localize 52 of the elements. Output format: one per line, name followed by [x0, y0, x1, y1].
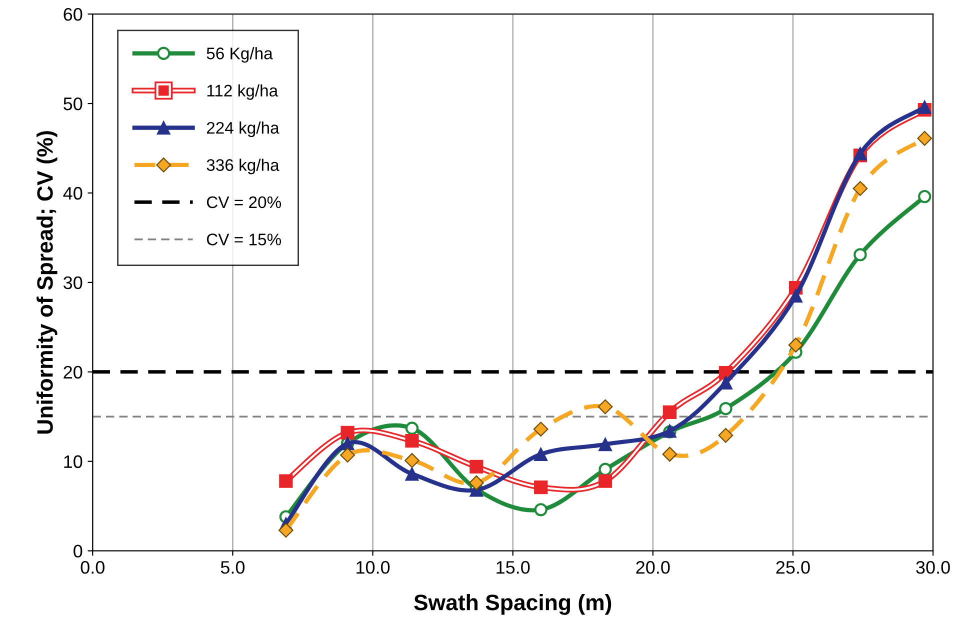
point	[598, 462, 612, 476]
legend-label: CV = 15%	[206, 234, 282, 246]
point	[917, 130, 932, 146]
point	[788, 338, 804, 352]
point	[598, 399, 613, 414]
point	[340, 426, 354, 440]
point	[468, 475, 484, 490]
point	[405, 434, 419, 448]
point	[404, 453, 420, 468]
y-tick-label: 50	[64, 97, 82, 110]
point	[405, 422, 419, 435]
y-tick-label: 60	[64, 8, 82, 21]
point	[854, 248, 867, 262]
point	[852, 181, 868, 196]
y-tick-label: 10	[64, 455, 82, 468]
point	[918, 100, 932, 114]
point	[788, 289, 803, 303]
x-tick-label: 20.0	[636, 561, 670, 574]
point	[534, 480, 548, 494]
point	[718, 428, 734, 443]
point	[470, 460, 484, 474]
y-tick-label: 30	[64, 276, 82, 290]
point	[918, 190, 932, 204]
legend-label: 336 kg/ha	[206, 158, 280, 174]
point	[340, 448, 355, 463]
y-tick-label: 40	[63, 186, 82, 200]
legend-label: 56 Kg/ha	[206, 47, 273, 63]
y-tick-label: 0	[74, 544, 82, 558]
y-axis-title: Uniformity of Spread; CV (%)	[36, 131, 58, 434]
point	[278, 522, 294, 538]
legend-label: 224 kg/ha	[206, 122, 280, 138]
x-axis-title: Swath Spacing (m)	[414, 594, 612, 615]
x-tick-label: 15.0	[496, 561, 530, 574]
point	[534, 503, 548, 516]
point	[598, 474, 612, 488]
point	[719, 402, 732, 416]
legend-label: 112 kg/ha	[207, 84, 278, 100]
point	[534, 447, 548, 462]
point	[405, 467, 419, 481]
x-tick-label: 25.0	[776, 561, 810, 574]
point	[279, 474, 293, 488]
x-tick-label: 0.0	[80, 561, 104, 574]
point	[662, 405, 677, 419]
point	[718, 376, 733, 390]
legend-label: CV = 20%	[206, 196, 282, 208]
x-tick-label: 5.0	[220, 561, 245, 574]
x-tick-label: 10.0	[356, 561, 390, 574]
x-tick-label: 30.0	[916, 561, 950, 574]
point	[598, 438, 612, 452]
point	[533, 422, 548, 437]
y-tick-label: 20	[64, 366, 82, 379]
point	[662, 446, 678, 462]
